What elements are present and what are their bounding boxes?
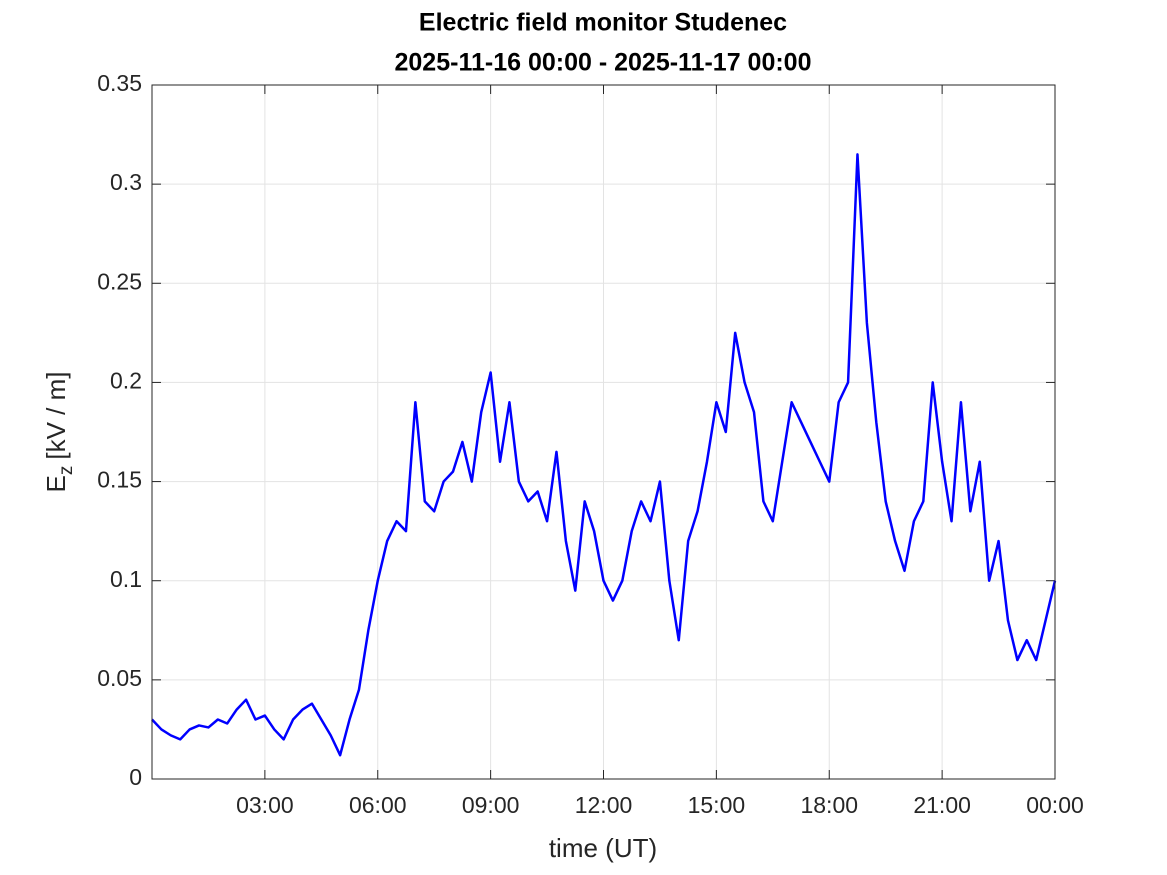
y-tick-label: 0.15 (97, 467, 142, 493)
x-tick-label: 18:00 (800, 792, 858, 818)
y-tick-label: 0 (129, 764, 142, 790)
data-line (151, 153, 1057, 757)
x-tick-label: 00:00 (1026, 792, 1084, 818)
y-tick-label: 0.25 (97, 268, 142, 294)
y-axis-label-main: E (41, 475, 71, 492)
x-tick-label: 03:00 (236, 792, 294, 818)
x-tick-label: 12:00 (575, 792, 633, 818)
y-tick-label: 0.3 (110, 169, 142, 195)
y-axis-label-unit: [kV / m] (41, 372, 71, 460)
x-tick-label: 09:00 (462, 792, 520, 818)
x-tick-label: 06:00 (349, 792, 407, 818)
y-tick-label: 0.2 (110, 368, 142, 394)
x-tick-label: 15:00 (688, 792, 746, 818)
y-axis-label-sub: z (56, 466, 77, 476)
y-tick-label: 0.05 (97, 665, 142, 691)
x-axis-label: time (UT) (549, 833, 657, 863)
y-tick-label: 0.1 (110, 566, 142, 592)
y-tick-label: 0.35 (97, 70, 142, 96)
y-axis-label: Ez [kV / m] (41, 372, 77, 493)
axes-box (151, 84, 1056, 780)
chart-subtitle: 2025-11-16 00:00 - 2025-11-17 00:00 (395, 49, 812, 77)
x-tick-label: 21:00 (913, 792, 971, 818)
chart-title: Electric field monitor Studenec (419, 9, 787, 37)
